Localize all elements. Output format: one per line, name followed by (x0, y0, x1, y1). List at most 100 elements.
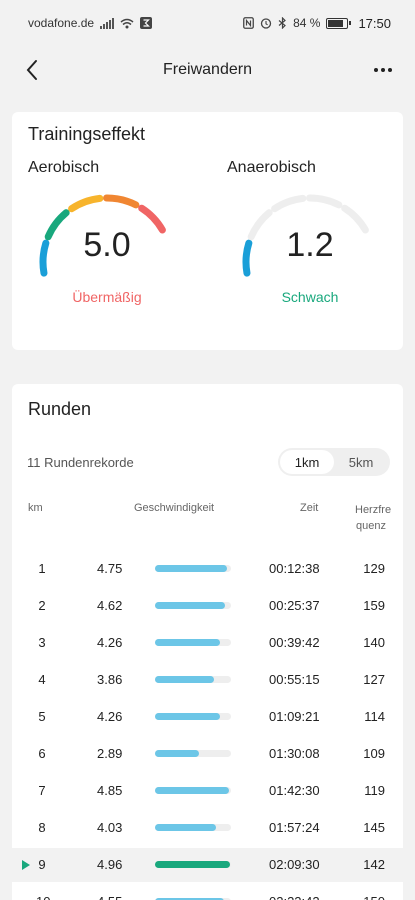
lap-km: 10 (36, 894, 50, 900)
speed-bar (155, 787, 229, 794)
lap-heart-rate: 142 (363, 857, 385, 872)
gauge-segment (242, 239, 253, 277)
speed-bar (155, 713, 220, 720)
lap-heart-rate: 159 (363, 598, 385, 613)
table-row[interactable]: 10 4.55 02:22:42 150 (12, 885, 403, 900)
table-row[interactable]: 3 4.26 00:39:42 140 (12, 626, 403, 660)
status-right: 84 % 17:50 (243, 16, 391, 31)
signal-icon (100, 17, 115, 29)
dot-icon (381, 68, 385, 72)
clock: 17:50 (358, 15, 391, 31)
dot-icon (388, 68, 392, 72)
training-effect-card: Trainingseffekt Aerobisch 5.0 Übermäßig … (12, 112, 403, 350)
lap-time: 00:39:42 (269, 635, 320, 650)
speed-bar-track (155, 824, 231, 831)
page-title: Freiwandern (163, 61, 252, 78)
status-bar: vodafone.de 84 % 17:50 (0, 0, 415, 46)
lap-time: 01:42:30 (269, 783, 320, 798)
toggle-5km[interactable]: 5km (348, 454, 374, 470)
table-row[interactable]: 7 4.85 01:42:30 119 (12, 774, 403, 808)
table-row[interactable]: 4 3.86 00:55:15 127 (12, 663, 403, 697)
lap-heart-rate: 140 (363, 635, 385, 650)
gauge-segment (44, 209, 70, 241)
back-button[interactable] (18, 56, 46, 84)
gauge-segment (138, 204, 166, 234)
lap-km: 7 (38, 783, 46, 798)
column-header-heart-rate-line1: Herzfre (355, 504, 392, 516)
gauge-segment (103, 194, 140, 209)
battery-percent: 84 % (293, 16, 321, 30)
lap-heart-rate: 150 (355, 894, 385, 900)
battery-icon (326, 17, 352, 29)
table-row[interactable]: 6 2.89 01:30:08 109 (12, 737, 403, 771)
speed-bar-track (155, 750, 231, 757)
lap-time: 00:55:15 (269, 672, 320, 687)
lap-time: 00:12:38 (269, 561, 320, 576)
laps-card: Runden 11 Rundenrekorde 1km 5km km Gesch… (12, 384, 403, 900)
toggle-1km[interactable]: 1km (280, 450, 334, 474)
speed-bar-track (155, 639, 231, 646)
lap-km: 8 (38, 820, 46, 835)
sigma-app-icon (140, 17, 153, 29)
gauge-segment (68, 194, 104, 213)
column-header-km: km (28, 502, 43, 514)
gauge-segment (341, 204, 369, 234)
current-lap-marker-icon (22, 860, 30, 870)
speed-bar (155, 639, 220, 646)
lap-speed: 4.75 (97, 561, 123, 576)
lap-speed: 4.26 (97, 709, 123, 724)
chevron-left-icon (26, 60, 37, 80)
lap-km: 9 (38, 857, 46, 872)
lap-speed: 3.86 (97, 672, 123, 687)
lap-speed: 2.89 (97, 746, 123, 761)
wifi-icon (120, 18, 134, 28)
table-row[interactable]: 8 4.03 01:57:24 145 (12, 811, 403, 845)
aerobic-label: Aerobisch (28, 159, 100, 176)
lap-time: 01:09:21 (269, 709, 320, 724)
more-options-button[interactable] (369, 56, 397, 84)
aerobic-status: Übermäßig (72, 289, 142, 305)
column-header-heart-rate-line2: quenz (356, 520, 386, 532)
bluetooth-icon (278, 17, 286, 29)
lap-speed: 4.03 (97, 820, 123, 835)
lap-km: 6 (38, 746, 46, 761)
lap-time: 02:22:42 (269, 894, 329, 900)
lap-km: 3 (38, 635, 46, 650)
lap-speed: 4.55 (97, 894, 127, 900)
speed-bar-track (155, 713, 231, 720)
lap-km: 4 (38, 672, 46, 687)
lap-km: 5 (38, 709, 46, 724)
app-header: Freiwandern (0, 46, 415, 94)
anaerobic-status: Schwach (281, 289, 339, 305)
column-header-heart-rate: Herzfre quenz (355, 502, 392, 534)
aerobic-gauge (39, 194, 166, 277)
gauge-segment (306, 194, 343, 209)
speed-bar-track (155, 565, 231, 572)
speed-bar (155, 861, 231, 868)
lap-heart-rate: 129 (363, 561, 385, 576)
lap-speed: 4.85 (97, 783, 123, 798)
lap-time: 01:57:24 (269, 820, 320, 835)
table-row[interactable]: 9 4.96 02:09:30 142 (12, 848, 403, 882)
table-row[interactable]: 5 4.26 01:09:21 114 (12, 700, 403, 734)
speed-bar-track (155, 787, 231, 794)
dot-icon (374, 68, 378, 72)
speed-bar (155, 750, 199, 757)
alarm-icon (260, 18, 272, 29)
lap-speed: 4.62 (97, 598, 123, 613)
lap-time: 00:25:37 (269, 598, 320, 613)
lap-records-count: 11 Rundenrekorde (27, 455, 134, 470)
carrier-label: vodafone.de (28, 16, 95, 30)
training-effect-title: Trainingseffekt (28, 124, 146, 144)
lap-speed: 4.26 (97, 635, 123, 650)
table-row[interactable]: 1 4.75 00:12:38 129 (12, 552, 403, 586)
speed-bar (155, 565, 228, 572)
distance-toggle: 1km 5km (278, 448, 390, 476)
speed-bar (155, 898, 225, 900)
gauge-segment (39, 239, 50, 277)
speed-bar (155, 824, 217, 831)
lap-heart-rate: 145 (363, 820, 385, 835)
lap-time: 01:30:08 (269, 746, 320, 761)
table-row[interactable]: 2 4.62 00:25:37 159 (12, 589, 403, 623)
lap-km: 2 (38, 598, 46, 613)
